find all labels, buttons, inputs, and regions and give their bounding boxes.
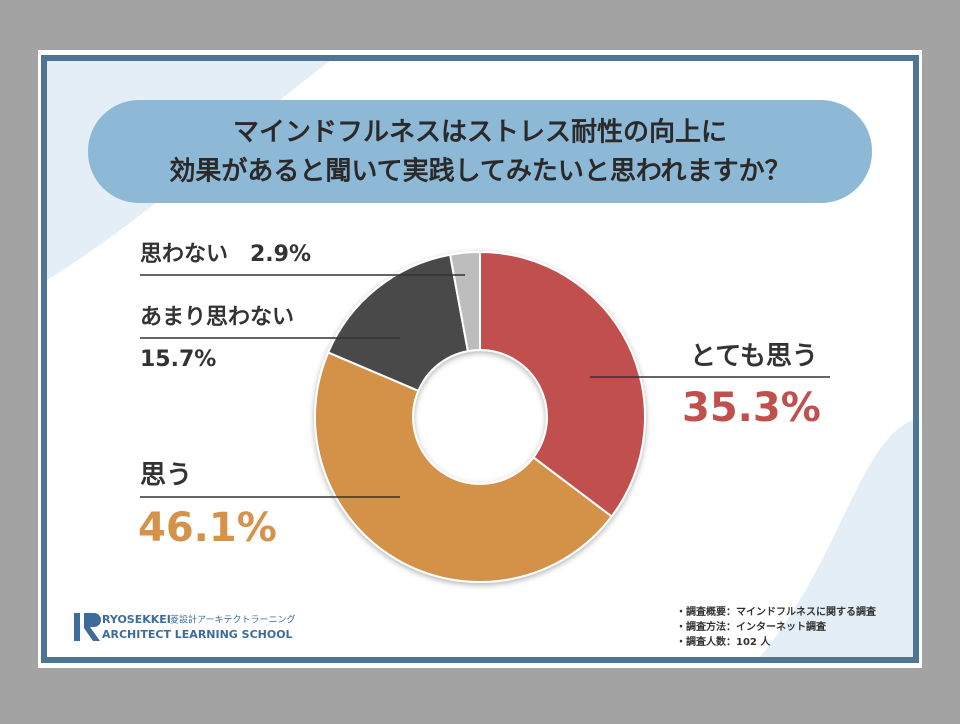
donut xyxy=(314,250,646,583)
value-label: 35.3% xyxy=(682,385,821,431)
value-label: 46.1% xyxy=(138,505,277,551)
logo: RYOSEKKEI 菱設計アーキテクトラーニング ARCHITECT LEARN… xyxy=(74,613,295,641)
donut-slice xyxy=(326,253,470,393)
labels: とても思う 35.3% 思う 46.1% あまり思わない 15.7% 思わない 2.9% xyxy=(138,242,830,551)
donut-slice xyxy=(448,250,481,353)
logo-name: RYOSEKKEI xyxy=(102,613,171,626)
category-label: あまり思わない xyxy=(140,305,294,330)
category-label: 思う xyxy=(140,461,192,491)
value-label: 15.7% xyxy=(140,347,216,372)
logo-school: ARCHITECT LEARNING SCHOOL xyxy=(102,628,293,641)
title-pill xyxy=(88,100,872,203)
title-line: 効果があると聞いて実践してみたいと思われますか？ xyxy=(169,156,790,187)
donut-slice xyxy=(479,250,646,518)
title-line: マインドフルネスはストレス耐性の向上に xyxy=(233,117,727,148)
logo-mark xyxy=(74,613,80,641)
logo-mark xyxy=(84,613,101,641)
note: ・調査概要：マインドフルネスに関する調査 xyxy=(676,605,877,618)
category-label: とても思う xyxy=(690,342,818,372)
donut-slice xyxy=(314,351,614,583)
logo-sub: 菱設計アーキテクトラーニング xyxy=(170,614,295,626)
decor-blob xyxy=(760,420,913,657)
value-label: 2.9% xyxy=(250,242,311,267)
note: ・調査人数：102 人 xyxy=(676,635,771,648)
note: ・調査方法：インターネット調査 xyxy=(676,620,827,633)
category-label: 思わない xyxy=(140,242,228,267)
